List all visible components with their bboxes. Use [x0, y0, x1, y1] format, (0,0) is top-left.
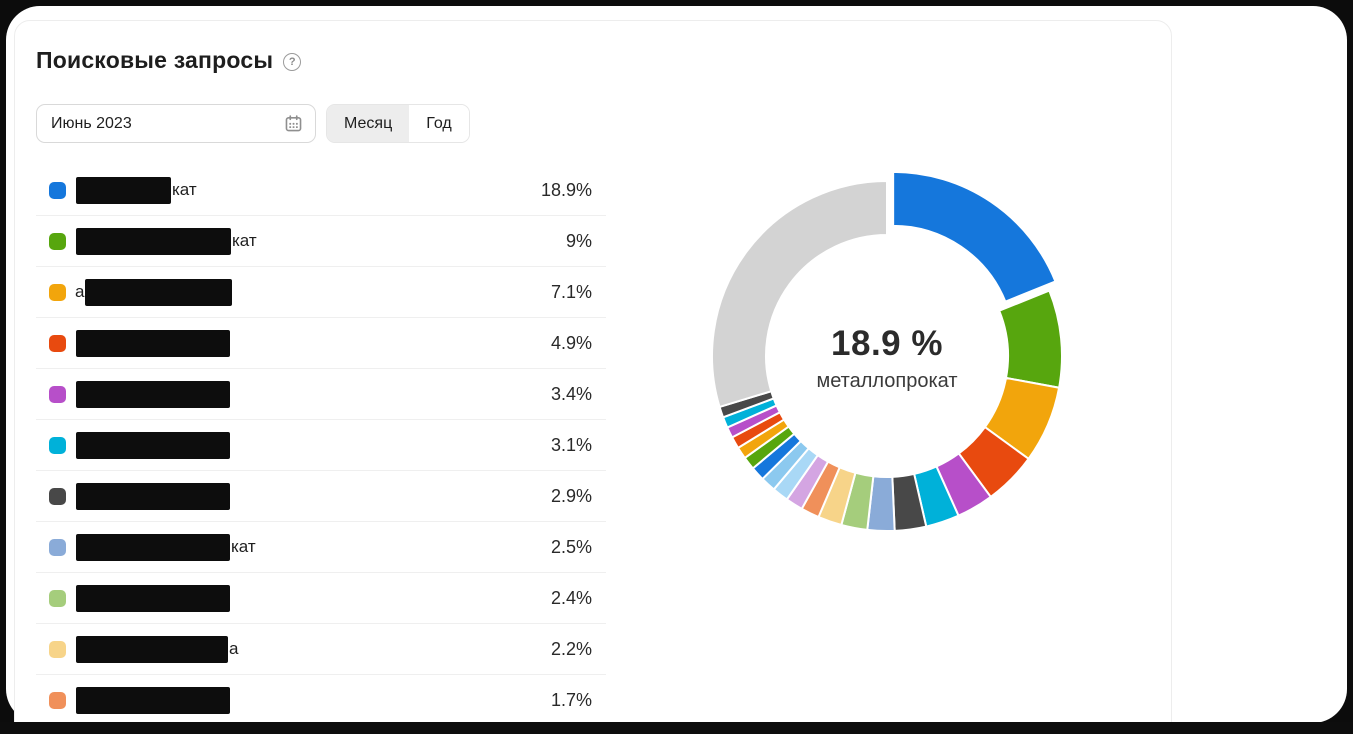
- redacted-query-text: [76, 482, 230, 510]
- query-share: 4.9%: [550, 332, 592, 353]
- query-share: 18.9%: [540, 179, 592, 200]
- redaction-bar: [0, 722, 1353, 734]
- query-text: [75, 687, 231, 714]
- query-color-swatch: [49, 589, 66, 607]
- query-share: 2.4%: [550, 587, 592, 608]
- query-color-swatch: [49, 283, 66, 301]
- search-queries-panel: Поисковые запросы ? Июнь 2023: [14, 20, 1172, 734]
- query-row[interactable]: а 2.2%: [36, 624, 606, 675]
- query-text-prefix: а: [75, 282, 85, 301]
- redacted-query-text: [76, 380, 230, 408]
- query-text: [75, 329, 231, 357]
- query-text: [75, 584, 231, 612]
- redacted-query-text: [76, 431, 230, 459]
- calendar-icon: [285, 115, 302, 132]
- date-picker-input[interactable]: Июнь 2023: [36, 104, 316, 143]
- page-card: Поисковые запросы ? Июнь 2023: [6, 6, 1347, 734]
- panel-header: Поисковые запросы ?: [36, 47, 302, 74]
- query-row[interactable]: 1.7%: [36, 675, 606, 726]
- query-share: 2.5%: [550, 536, 592, 557]
- query-row[interactable]: 3.4%: [36, 369, 606, 420]
- query-share: 2.9%: [550, 485, 592, 506]
- query-color-swatch: [49, 487, 66, 505]
- query-color-swatch: [49, 692, 66, 709]
- query-share: 9%: [565, 230, 592, 251]
- search-queries-donut-chart: [711, 170, 1063, 532]
- query-color-swatch: [49, 385, 66, 403]
- query-text: [75, 482, 231, 510]
- redacted-query-text: [76, 687, 230, 714]
- date-picker-value: Июнь 2023: [51, 114, 132, 132]
- query-text: кат: [75, 176, 197, 204]
- redacted-query-text: [85, 278, 233, 306]
- redacted-query-text: [76, 176, 171, 204]
- query-text: [75, 380, 231, 408]
- period-option-1[interactable]: Год: [409, 105, 469, 142]
- query-text: [75, 431, 231, 459]
- query-color-swatch: [49, 640, 66, 658]
- query-color-swatch: [49, 181, 66, 199]
- query-row[interactable]: а 7.1%: [36, 267, 606, 318]
- redacted-query-text: [76, 635, 228, 663]
- query-text: кат: [75, 533, 256, 561]
- query-list: кат 18.9% кат 9% а 7.1% 4.9%: [36, 165, 606, 726]
- query-text-suffix: кат: [232, 231, 257, 250]
- query-share: 2.2%: [550, 638, 592, 659]
- help-icon[interactable]: ?: [283, 52, 302, 71]
- query-row[interactable]: 3.1%: [36, 420, 606, 471]
- redacted-query-text: [76, 329, 230, 357]
- query-row[interactable]: кат 9%: [36, 216, 606, 267]
- period-toggle: Месяц Год: [326, 104, 470, 143]
- query-row[interactable]: 4.9%: [36, 318, 606, 369]
- query-share: 3.4%: [550, 383, 592, 404]
- query-share: 3.1%: [550, 434, 592, 455]
- query-color-swatch: [49, 436, 66, 454]
- query-text: а: [75, 278, 233, 306]
- redacted-query-text: [76, 227, 231, 255]
- donut-segment-1[interactable]: [997, 289, 1063, 389]
- period-option-0[interactable]: Месяц: [327, 105, 410, 142]
- query-color-swatch: [49, 334, 66, 352]
- query-share: 7.1%: [550, 281, 592, 302]
- redacted-query-text: [76, 584, 230, 612]
- query-text-suffix: а: [229, 639, 239, 658]
- query-text-suffix: кат: [231, 537, 256, 556]
- query-text-suffix: кат: [172, 180, 197, 199]
- query-color-swatch: [49, 232, 66, 250]
- redacted-query-text: [76, 533, 230, 561]
- page-title: Поисковые запросы: [36, 47, 274, 73]
- query-share: 1.7%: [550, 690, 592, 710]
- query-row[interactable]: 2.4%: [36, 573, 606, 624]
- filter-controls: Июнь 2023: [36, 104, 470, 143]
- donut-segment-21[interactable]: [711, 179, 888, 409]
- query-text: кат: [75, 227, 257, 255]
- query-color-swatch: [49, 538, 66, 556]
- query-row[interactable]: кат 2.5%: [36, 522, 606, 573]
- query-row[interactable]: 2.9%: [36, 471, 606, 522]
- query-text: а: [75, 635, 239, 663]
- donut-segment-0[interactable]: [892, 170, 1057, 303]
- query-row[interactable]: кат 18.9%: [36, 165, 606, 216]
